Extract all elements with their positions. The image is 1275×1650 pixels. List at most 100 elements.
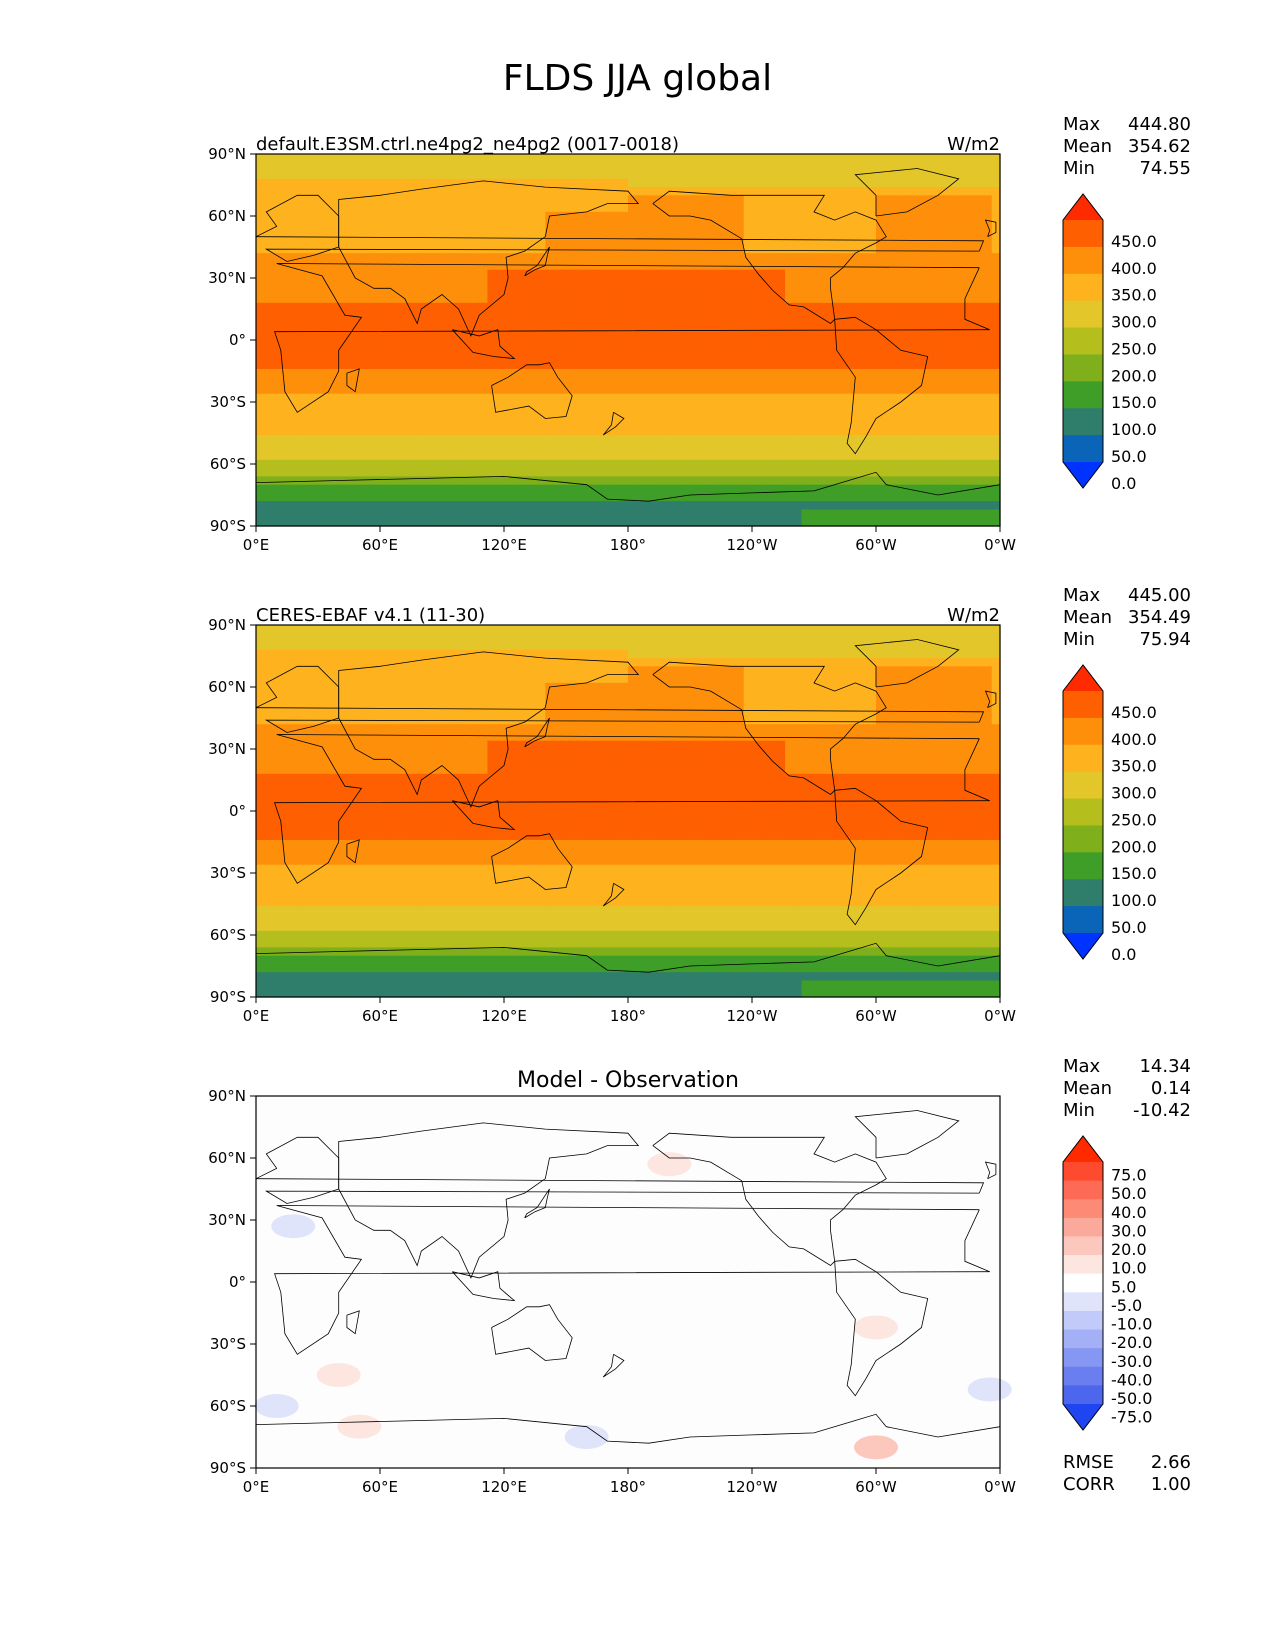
contour-cell <box>809 286 819 296</box>
contour-cell <box>553 385 563 395</box>
contour-cell <box>677 244 687 254</box>
contour-cell <box>371 162 381 172</box>
contour-cell <box>462 335 472 345</box>
contour-cell <box>256 344 265 353</box>
contour-cell <box>818 501 827 511</box>
contour-cell <box>404 294 414 304</box>
contour-cell <box>760 352 770 362</box>
contour-cell <box>842 426 852 436</box>
contour-cell <box>710 682 720 692</box>
contour-cell <box>462 344 472 353</box>
contour-cell <box>801 154 811 163</box>
contour-cell <box>876 368 885 378</box>
contour-cell <box>256 236 265 246</box>
panel-units: W/m2 <box>947 134 1000 155</box>
colorbar-segment <box>1063 273 1103 302</box>
contour-cell <box>289 344 298 353</box>
contour-cell <box>396 641 406 651</box>
contour-cell <box>834 294 844 304</box>
contour-cell <box>504 220 513 229</box>
contour-cell <box>537 393 546 403</box>
contour-cell <box>413 468 422 477</box>
contour-cell <box>809 435 819 444</box>
contour-cell <box>933 682 943 692</box>
contour-cell <box>256 393 265 403</box>
contour-cell <box>743 360 753 370</box>
contour-cell <box>280 410 290 420</box>
contour-cell <box>851 393 861 403</box>
contour-cell <box>966 649 976 659</box>
contour-cell <box>826 253 836 263</box>
contour-cell <box>512 699 522 709</box>
contour-cell <box>305 294 315 304</box>
contour-cell <box>661 294 670 304</box>
contour-cell <box>801 509 811 519</box>
contour-cell <box>264 633 274 643</box>
contour-cell <box>892 236 902 246</box>
contour-cell <box>470 302 480 312</box>
contour-cell <box>876 451 885 461</box>
contour-cell <box>752 468 761 477</box>
contour-cell <box>735 327 745 337</box>
contour-cell <box>702 269 712 279</box>
contour-cell <box>909 261 918 271</box>
contour-cell <box>801 517 811 527</box>
contour-cell <box>966 641 976 651</box>
contour-cell <box>785 154 794 163</box>
contour-cell <box>371 666 381 676</box>
contour-cell <box>504 360 513 370</box>
contour-cell <box>338 236 348 246</box>
contour-cell <box>677 220 687 229</box>
contour-cell <box>297 451 307 461</box>
contour-cell <box>785 501 794 511</box>
contour-cell <box>958 625 968 634</box>
contour-cell <box>388 286 398 296</box>
contour-cell <box>991 410 1001 420</box>
contour-cell <box>388 666 398 676</box>
contour-cell <box>297 352 307 362</box>
contour-cell <box>702 344 712 353</box>
contour-cell <box>470 269 480 279</box>
contour-cell <box>256 178 265 188</box>
contour-cell <box>727 187 737 196</box>
contour-cell <box>925 426 935 436</box>
contour-cell <box>776 302 786 312</box>
contour-cell <box>793 625 803 634</box>
contour-cell <box>404 699 414 709</box>
contour-cell <box>636 154 646 163</box>
contour-cell <box>925 625 935 634</box>
contour-cell <box>603 492 613 502</box>
contour-cell <box>437 261 447 271</box>
contour-cell <box>760 682 770 692</box>
contour-cell <box>528 162 538 172</box>
contour-cell <box>289 625 298 634</box>
contour-cell <box>776 402 786 411</box>
contour-cell <box>446 443 455 453</box>
contour-cell <box>305 187 315 196</box>
contour-cell <box>479 435 489 444</box>
contour-cell <box>421 509 431 519</box>
contour-cell <box>313 360 323 370</box>
contour-cell <box>991 302 1001 312</box>
contour-cell <box>991 476 1001 486</box>
contour-cell <box>380 459 389 469</box>
colorbar-segment <box>1063 327 1103 355</box>
contour-cell <box>487 319 497 329</box>
contour-cell <box>900 154 910 163</box>
contour-cell <box>991 236 1001 246</box>
contour-cell <box>892 211 902 221</box>
contour-cell <box>404 335 414 345</box>
contour-cell <box>925 360 935 370</box>
contour-cell <box>752 385 761 395</box>
contour-cell <box>404 211 414 221</box>
contour-cell <box>429 170 439 180</box>
contour-cell <box>355 484 365 494</box>
contour-cell <box>801 178 811 188</box>
contour-cell <box>479 220 489 229</box>
contour-cell <box>512 253 522 263</box>
contour-cell <box>876 385 885 395</box>
contour-cell <box>884 402 894 411</box>
contour-cell <box>479 294 489 304</box>
contour-cell <box>917 625 927 634</box>
contour-cell <box>388 294 398 304</box>
